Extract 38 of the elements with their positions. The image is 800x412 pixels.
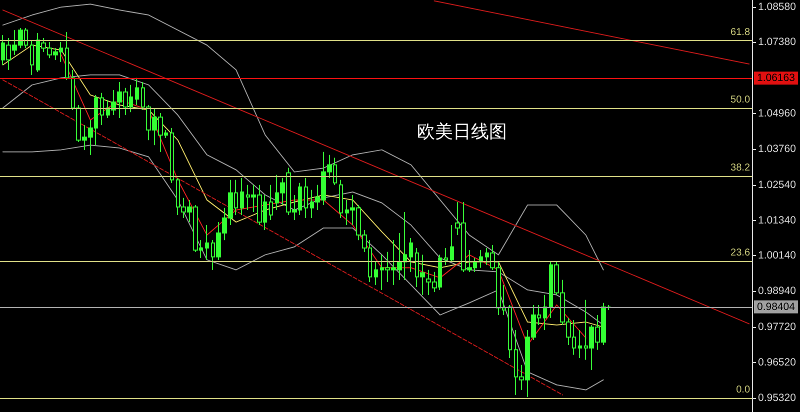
candlestick <box>508 304 512 359</box>
y-tick-label: 0.96520 <box>758 356 796 368</box>
candlestick <box>543 294 547 331</box>
candlestick <box>240 177 244 216</box>
ref-line-label: 1.06163 <box>757 72 796 84</box>
candlestick <box>65 32 69 80</box>
annotation: 23.6 <box>730 248 750 258</box>
annotation: 0.0 <box>736 384 750 396</box>
candlestick <box>450 224 454 262</box>
candlestick <box>578 330 582 359</box>
y-tick-label: 1.03760 <box>758 142 796 155</box>
candlestick <box>339 179 343 218</box>
y-tick-label: 1.00140 <box>758 250 796 262</box>
candlestick <box>409 238 413 272</box>
text: 欧美日线图 <box>417 122 507 142</box>
candlestick <box>479 250 483 268</box>
candlestick <box>205 224 209 260</box>
annotation: 38.2 <box>730 162 750 174</box>
candlestick <box>444 248 448 266</box>
y-tick-label: 0.97720 <box>758 321 796 334</box>
y-tick-label: 0.95320 <box>758 392 796 404</box>
y-tick-label: 1.08580 <box>758 0 796 13</box>
candlestick <box>170 127 174 184</box>
candlestick <box>374 261 378 286</box>
line-series <box>2 4 604 270</box>
ref-line-label: 0.98404 <box>757 300 796 313</box>
candlestick <box>269 184 273 221</box>
y-tick-label: 1.01340 <box>758 214 796 226</box>
y-tick-label: 1.04960 <box>758 108 796 120</box>
candlestick <box>304 177 308 218</box>
annotation: 50.0 <box>730 94 750 106</box>
y-tick-label: 0.98940 <box>758 285 796 298</box>
y-tick-label: 1.07380 <box>758 36 796 48</box>
annotation: 61.8 <box>730 26 750 38</box>
candlestick <box>135 77 139 106</box>
candlestick <box>100 92 104 126</box>
y-tick-label: 1.02540 <box>758 178 796 191</box>
candlestick <box>30 40 34 76</box>
